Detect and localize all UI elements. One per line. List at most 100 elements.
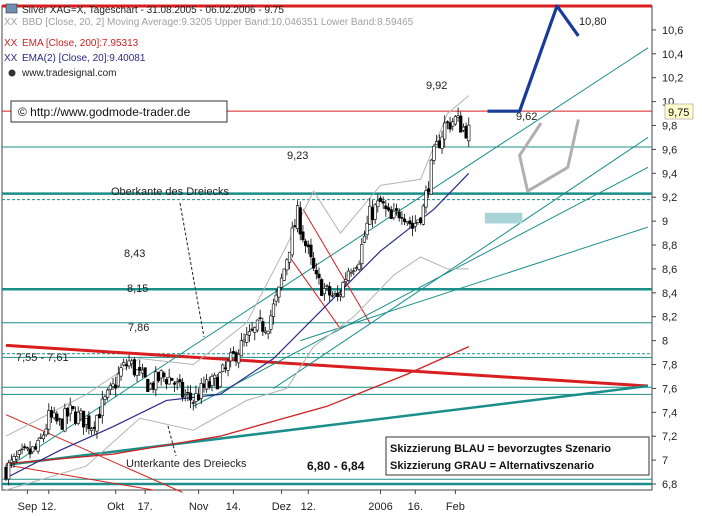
y-tick-label-9: 8,6 (662, 264, 677, 276)
candle-body-13 (39, 437, 43, 439)
label-triangle-top: Oberkante des Dreiecks (111, 186, 229, 198)
trendline-3 (5, 464, 154, 491)
candle-body-51 (140, 369, 145, 374)
candle-body-36 (100, 398, 104, 417)
candle-body-113 (306, 244, 310, 248)
candle-body-18 (52, 412, 56, 419)
candle-body-32 (90, 428, 94, 431)
header-ema200-marker: XX (4, 38, 18, 49)
candle-body-71 (194, 393, 198, 402)
candle-body-154 (416, 219, 420, 223)
y-tick-label-2: 7,2 (662, 431, 677, 443)
candle-body-78 (213, 374, 217, 379)
bollinger-lower-line (5, 256, 469, 491)
candle-body-134 (362, 235, 367, 243)
label-8-15: 8,15 (127, 283, 148, 295)
copyright-text[interactable]: © http://www.godmode-trader.de (18, 105, 191, 119)
candle-body-73 (199, 383, 203, 399)
y-tick-label-17: 10,2 (662, 73, 683, 85)
candle-body-2 (9, 459, 13, 463)
candle-body-62 (170, 377, 174, 381)
candle-body-87 (237, 354, 241, 364)
label-8-43: 8,43 (124, 248, 145, 260)
candle-body-116 (314, 269, 318, 275)
candle-body-103 (279, 277, 284, 288)
candle-body-151 (408, 220, 412, 225)
ema20-line (5, 172, 470, 479)
candle-body-123 (333, 293, 337, 295)
candle-body-74 (202, 383, 206, 389)
trendline-2 (5, 414, 183, 493)
candle-body-19 (55, 413, 59, 422)
candle-body-31 (87, 415, 91, 430)
candle-body-15 (44, 428, 48, 436)
candle-body-38 (106, 389, 110, 398)
candle-body-159 (429, 159, 433, 195)
candle-body-104 (282, 268, 286, 281)
candle-body-125 (338, 294, 342, 297)
candle-body-37 (103, 396, 107, 400)
candle-body-12 (36, 440, 40, 452)
candle-body-42 (116, 373, 120, 387)
trendline-9 (289, 256, 341, 329)
candle-body-108 (293, 225, 297, 228)
scenario-blue-path (487, 4, 580, 113)
candle-body-142 (384, 205, 388, 209)
candle-body-52 (143, 367, 147, 378)
y-tick-label-1: 7 (662, 455, 668, 467)
candle-body-69 (188, 392, 193, 401)
x-tick-label-1: 12. (41, 501, 56, 513)
candle-body-122 (330, 295, 334, 297)
candle-body-30 (84, 418, 88, 425)
scenario-blue-text: Skizzierung BLAU = bevorzugtes Szenario (390, 443, 611, 455)
candle-body-88 (239, 340, 244, 357)
y-tick-label-18: 10,4 (662, 49, 683, 61)
scenario-grey-text: Skizzierung GRAU = Alternativszenario (390, 460, 594, 472)
candle-body-60 (164, 379, 169, 385)
y-tick-label-7: 8,2 (662, 312, 677, 324)
candle-body-129 (349, 272, 353, 275)
header-title: Silver XAG=X, Tageschart - 31.08.2005 - … (22, 5, 284, 16)
y-tick-label-4: 7,6 (662, 383, 677, 395)
candle-body-85 (231, 351, 235, 354)
candle-body-107 (290, 227, 294, 256)
candle-body-89 (242, 339, 246, 342)
candle-body-95 (258, 317, 262, 320)
candle-body-162 (437, 140, 441, 149)
candle-body-96 (261, 321, 265, 332)
header-bollinger-marker: XX (4, 17, 18, 28)
candle-body-45 (124, 364, 128, 367)
candle-body-128 (346, 270, 351, 281)
trendline-0 (5, 343, 649, 388)
candle-body-156 (421, 205, 425, 225)
candle-body-75 (205, 379, 209, 390)
y-tick-label-0: 6,8 (662, 479, 677, 491)
candle-body-84 (229, 352, 233, 362)
candle-body-140 (378, 197, 383, 202)
candle-body-17 (49, 410, 54, 418)
candle-body-29 (81, 410, 86, 428)
candle-body-22 (63, 408, 67, 432)
candle-body-53 (146, 379, 150, 392)
y-tick-label-5: 7,8 (662, 360, 677, 372)
header-ema20: EMA(2) [Close, 20]:9.40081 (22, 53, 146, 64)
candle-body-33 (92, 426, 96, 429)
candle-body-109 (295, 205, 300, 230)
candle-body-146 (394, 208, 399, 211)
candle-body-23 (65, 407, 70, 417)
candle-body-55 (151, 382, 155, 390)
candle-body-124 (336, 292, 340, 297)
x-tick-label-7: 12. (301, 501, 316, 513)
y-tick-label-3: 7,4 (662, 407, 677, 419)
candle-body-100 (271, 303, 276, 317)
candle-body-76 (207, 381, 211, 388)
candle-body-11 (33, 446, 38, 449)
candle-body-9 (28, 448, 32, 455)
header-url: www.tradesignal.com (21, 68, 116, 79)
candle-body-150 (405, 221, 409, 224)
candle-body-82 (223, 367, 227, 369)
trendline-1 (5, 384, 649, 467)
header-ema20-marker: XX (4, 53, 18, 64)
candle-body-163 (440, 136, 444, 149)
y-tick-label-6: 8 (662, 336, 668, 348)
